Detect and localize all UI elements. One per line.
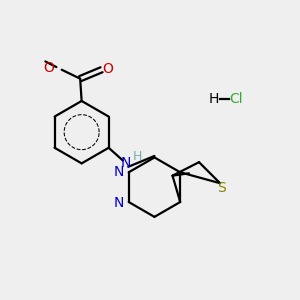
Text: Cl: Cl <box>230 92 243 106</box>
Text: O: O <box>103 61 113 76</box>
Text: N: N <box>114 165 124 179</box>
Text: S: S <box>217 181 226 195</box>
Text: N: N <box>114 196 124 210</box>
Text: H: H <box>133 150 142 163</box>
Text: O: O <box>44 61 54 75</box>
Text: H: H <box>209 92 219 106</box>
Text: N: N <box>121 156 131 170</box>
